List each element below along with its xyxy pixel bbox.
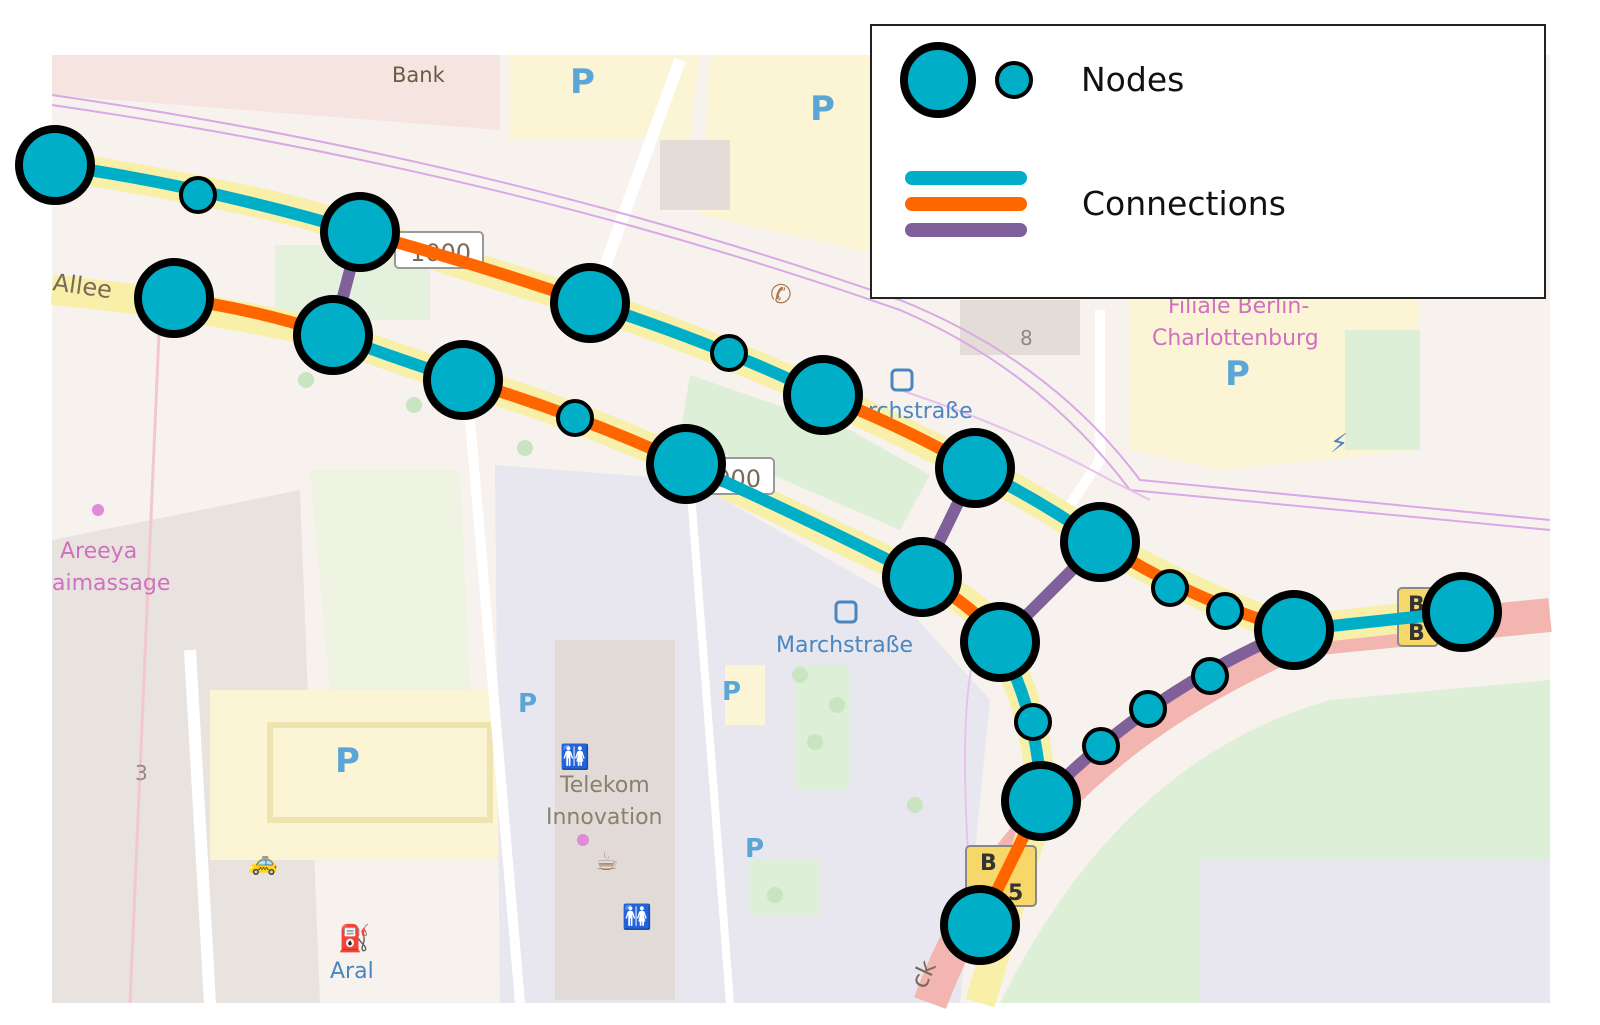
rail-line-2	[51, 104, 1551, 531]
node-large[interactable]	[646, 424, 726, 504]
tree-dot-2	[406, 397, 422, 413]
node-large[interactable]	[783, 355, 863, 435]
node-large[interactable]	[935, 428, 1015, 508]
building-right	[960, 300, 1080, 355]
green-left	[310, 470, 470, 690]
tree-dot-4	[907, 797, 923, 813]
parking-outline-left	[267, 722, 493, 823]
tree-dot-8	[767, 887, 783, 903]
rail-line-5	[128, 309, 162, 1004]
label-num-3: 3	[135, 761, 148, 785]
node-large[interactable]	[940, 885, 1020, 965]
green-small-1	[795, 665, 850, 790]
poi-dot-areeya	[92, 504, 104, 516]
fuel-pump-icon: ⛽	[338, 923, 370, 954]
building-small	[660, 140, 730, 210]
label-aral: Aral	[330, 959, 374, 984]
node-large[interactable]	[960, 602, 1040, 682]
label-b5-bottom-num: 5	[1008, 881, 1023, 906]
toilets-icon-2: 🚻	[622, 903, 652, 931]
node-small[interactable]	[179, 176, 217, 214]
tree-dot-1	[298, 372, 314, 388]
legend: Nodes Connections	[870, 24, 1546, 299]
legend-node-small-icon	[995, 61, 1033, 99]
map-labels: Bank Allee 1000 1000 rchstraße Marchstra…	[51, 62, 1439, 993]
legend-connections-label: Connections	[1082, 184, 1286, 223]
parking-area-top-right	[700, 55, 880, 255]
bank-block	[52, 55, 500, 130]
node-large[interactable]	[1254, 590, 1334, 670]
label-telekom-2: Innovation	[546, 805, 662, 830]
legend-node-large-icon	[900, 42, 976, 118]
node-large[interactable]	[320, 192, 400, 272]
parking-p-6: P	[518, 689, 537, 719]
green-small-2	[750, 860, 820, 915]
node-large[interactable]	[1001, 761, 1081, 841]
label-marchstrasse-bottom: Marchstraße	[776, 633, 913, 658]
telekom-building	[555, 640, 675, 1000]
building-lower-right	[1200, 860, 1550, 1003]
parking-p-2: P	[810, 89, 835, 129]
node-large[interactable]	[882, 537, 962, 617]
node-large[interactable]	[1060, 502, 1140, 582]
node-small[interactable]	[1129, 690, 1167, 728]
poi-dot-telekom	[577, 834, 589, 846]
green-strip-1	[680, 375, 930, 530]
label-num-8: 8	[1020, 326, 1033, 350]
node-large[interactable]	[15, 125, 95, 205]
footpath-3	[594, 57, 686, 283]
node-large[interactable]	[134, 258, 214, 338]
tree-dot-6	[829, 697, 845, 713]
parking-p-7: P	[745, 834, 764, 864]
node-small[interactable]	[1082, 727, 1120, 765]
label-areeya-2: aimassage	[52, 571, 170, 596]
node-small[interactable]	[710, 334, 748, 372]
node-small[interactable]	[1151, 569, 1189, 607]
footpath-2	[686, 479, 734, 1004]
footpath-4	[184, 649, 216, 1004]
label-b5-bottom: B	[980, 851, 997, 876]
bus-icon-2	[834, 600, 858, 624]
footpath-5	[1055, 310, 1105, 523]
footpath-1	[465, 419, 525, 1004]
toilets-icon: 🚻	[560, 743, 590, 771]
parking-p-3: P	[1225, 354, 1250, 394]
parking-p-5: P	[722, 677, 741, 707]
node-large[interactable]	[1422, 572, 1502, 652]
node-small[interactable]	[1014, 703, 1052, 741]
cafe-icon: ☕	[595, 847, 618, 877]
telephone-icon: ✆	[770, 280, 792, 310]
label-telekom-1: Telekom	[559, 773, 650, 798]
label-areeya-1: Areeya	[60, 539, 137, 564]
parking-p-1: P	[570, 62, 595, 102]
building-left	[52, 490, 320, 1003]
legend-box	[870, 24, 1546, 299]
nodes	[15, 125, 1502, 965]
rail-line-3	[899, 389, 1151, 501]
parking-small	[725, 665, 765, 725]
bus-icon	[834, 368, 914, 624]
node-large[interactable]	[293, 295, 373, 375]
node-small[interactable]	[1191, 657, 1229, 695]
legend-nodes-label: Nodes	[1081, 60, 1184, 99]
node-large[interactable]	[550, 263, 630, 343]
taxi-icon: 🚕	[248, 848, 278, 876]
parking-p-4: P	[335, 741, 360, 781]
charging-station-icon: ⚡	[1330, 429, 1348, 459]
tree-dot-3	[517, 440, 533, 456]
node-large[interactable]	[423, 340, 503, 420]
rail-line-1	[51, 94, 1551, 521]
label-filiale-2: Charlottenburg	[1152, 326, 1319, 351]
label-bank: Bank	[392, 63, 446, 87]
node-small[interactable]	[1206, 592, 1244, 630]
green-right	[1345, 330, 1420, 450]
node-small[interactable]	[556, 399, 594, 437]
tree-dot-7	[807, 734, 823, 750]
tree-dot-5	[792, 667, 808, 683]
label-b5-top-right: B	[1408, 621, 1425, 646]
